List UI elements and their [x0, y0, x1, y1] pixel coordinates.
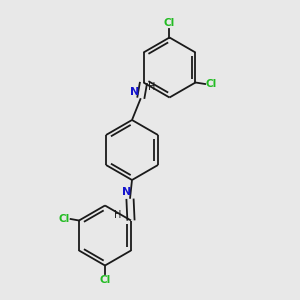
Text: H: H: [148, 82, 155, 92]
Text: Cl: Cl: [206, 79, 217, 89]
Text: N: N: [122, 187, 131, 197]
Text: Cl: Cl: [99, 275, 111, 285]
Text: Cl: Cl: [58, 214, 70, 224]
Text: Cl: Cl: [164, 18, 175, 28]
Text: H: H: [114, 210, 122, 220]
Text: N: N: [130, 87, 139, 97]
